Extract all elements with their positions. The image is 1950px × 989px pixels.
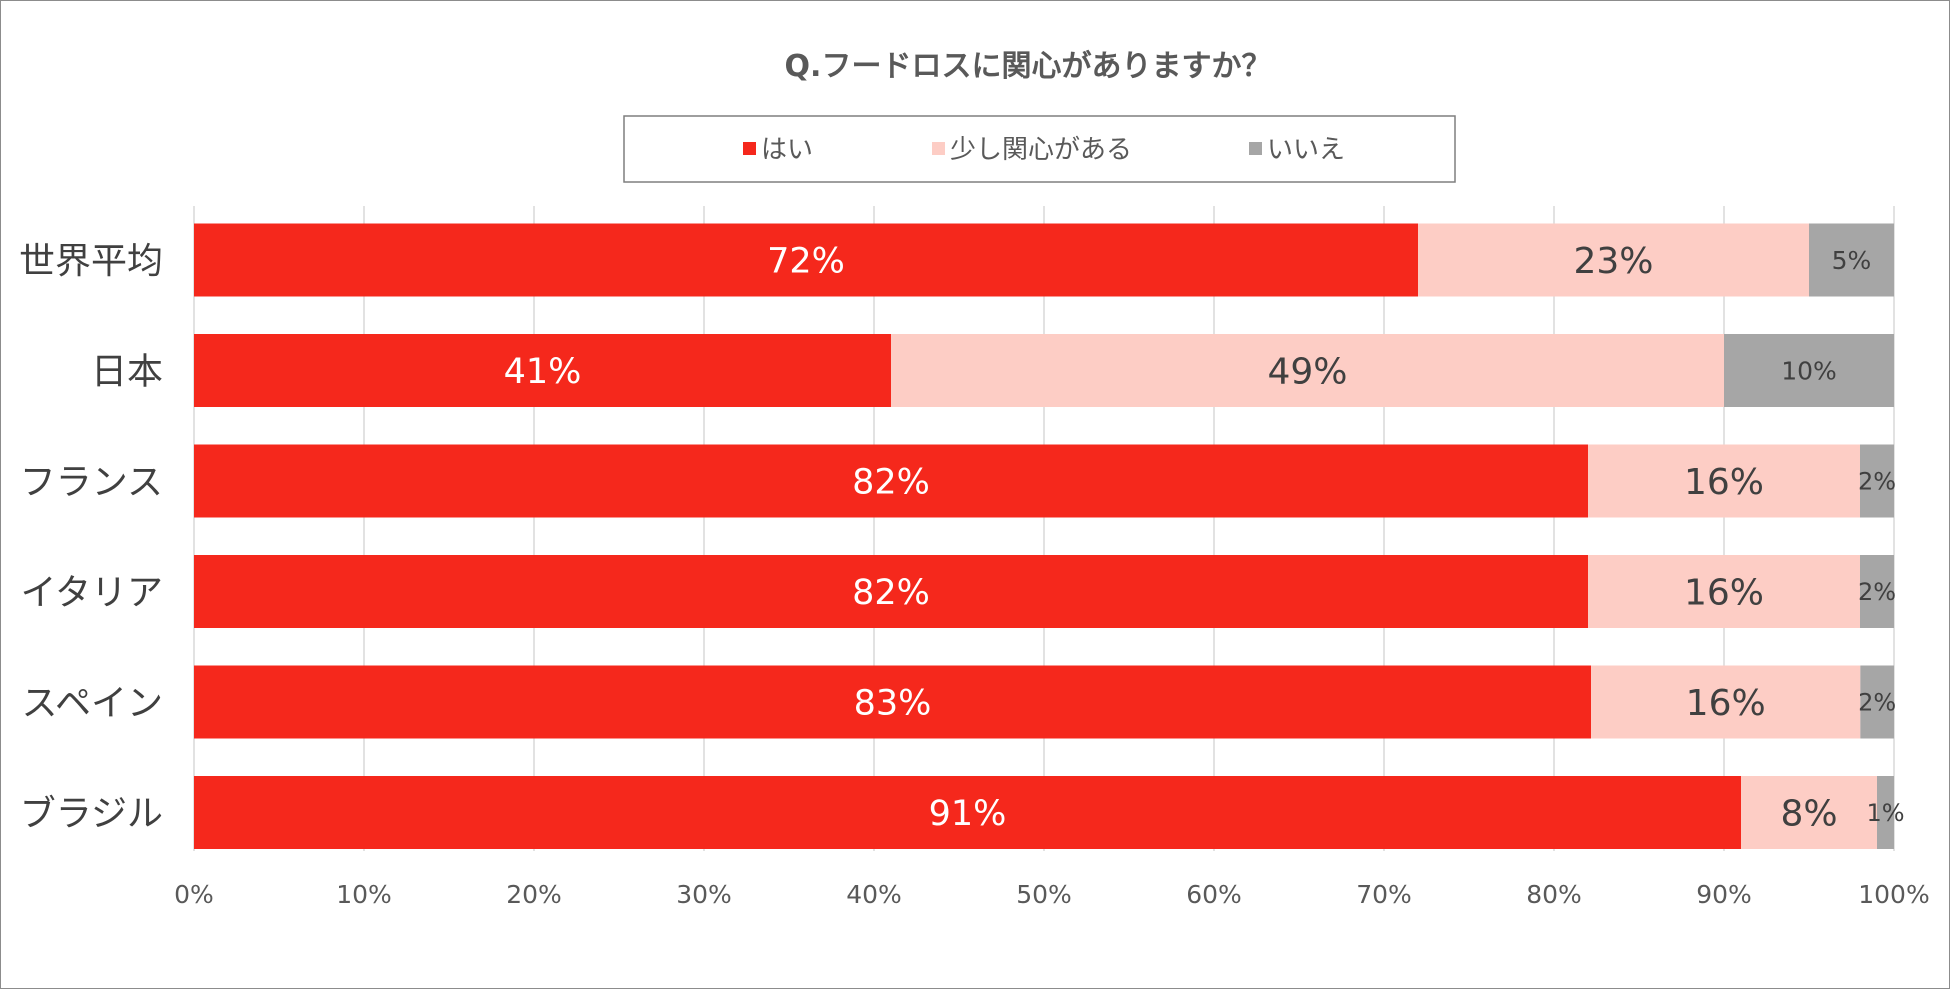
legend-label: いいえ xyxy=(1267,135,1345,165)
data-label: 16% xyxy=(1686,683,1766,724)
category-label: 日本 xyxy=(91,352,163,393)
bar-segment xyxy=(1860,444,1894,518)
bar-segment xyxy=(891,334,1724,407)
data-label: 2% xyxy=(1858,689,1896,717)
legend-label: はい xyxy=(761,135,813,165)
bar-segment xyxy=(1588,444,1860,518)
bar-segment xyxy=(1860,555,1894,628)
x-axis-ticks: 0% 10% 20% 30% 40% 50% 60% 70% 80% 90% 100% xyxy=(174,880,1930,909)
category-label: イタリア xyxy=(20,573,163,614)
data-label: 2% xyxy=(1858,578,1896,606)
bar-segment xyxy=(194,555,1588,628)
x-tick-label: 40% xyxy=(846,880,902,909)
chart-title: Q.フードロスに関心がありますか？ xyxy=(785,49,1272,84)
legend-swatch xyxy=(743,142,756,155)
data-label: 1% xyxy=(1866,799,1904,827)
data-label: 82% xyxy=(852,463,930,503)
category-label: スペイン xyxy=(22,683,163,724)
x-tick-label: 60% xyxy=(1186,880,1242,909)
category-label: フランス xyxy=(20,462,163,503)
bar-segment xyxy=(194,334,891,407)
x-tick-label: 100% xyxy=(1858,880,1929,909)
bar-segment xyxy=(194,444,1588,518)
legend-label: 少し関心がある xyxy=(950,135,1132,165)
data-label: 16% xyxy=(1684,462,1764,503)
chart-legend: はい 少し関心がある いいえ xyxy=(623,115,1456,183)
bar-segment xyxy=(1741,776,1877,849)
bar-segment xyxy=(194,223,1418,297)
x-tick-label: 80% xyxy=(1526,880,1582,909)
data-label: 72% xyxy=(767,242,845,282)
data-label: 83% xyxy=(854,684,932,724)
data-label: 23% xyxy=(1573,241,1653,282)
x-tick-label: 90% xyxy=(1696,880,1752,909)
x-tick-label: 10% xyxy=(336,880,392,909)
x-tick-label: 30% xyxy=(676,880,732,909)
bar-segment xyxy=(1809,223,1894,297)
data-label: 5% xyxy=(1832,246,1872,275)
data-label: 41% xyxy=(504,352,582,392)
data-label: 10% xyxy=(1781,357,1837,386)
data-label: 8% xyxy=(1780,793,1837,834)
category-label: 世界平均 xyxy=(19,241,163,282)
bar-segment xyxy=(194,776,1741,849)
data-label: 16% xyxy=(1684,572,1764,613)
data-label: 2% xyxy=(1858,468,1896,496)
bar-segment xyxy=(1588,555,1860,628)
chart-gridlines xyxy=(193,206,1895,851)
bar-segment xyxy=(194,665,1592,739)
bar-segment xyxy=(1591,665,1861,739)
legend-swatch xyxy=(932,142,945,155)
bar-segment xyxy=(1418,223,1809,297)
data-label: 82% xyxy=(852,573,930,613)
x-tick-label: 0% xyxy=(174,880,214,909)
chart-bars: 72% 23% 5% 41% 49% 10% 82% 16% 2% 82% 16% 2% 83% 16% 2… xyxy=(194,223,1905,849)
bar-segment xyxy=(1724,334,1894,407)
data-label: 49% xyxy=(1267,351,1347,392)
bar-segment xyxy=(1877,776,1894,849)
category-label: ブラジル xyxy=(20,794,163,835)
x-tick-label: 50% xyxy=(1016,880,1072,909)
legend-frame xyxy=(623,115,1456,183)
legend-swatch xyxy=(1249,142,1262,155)
x-tick-label: 70% xyxy=(1356,880,1412,909)
x-tick-label: 20% xyxy=(506,880,562,909)
bar-segment xyxy=(1860,665,1894,739)
data-label: 91% xyxy=(929,794,1007,834)
